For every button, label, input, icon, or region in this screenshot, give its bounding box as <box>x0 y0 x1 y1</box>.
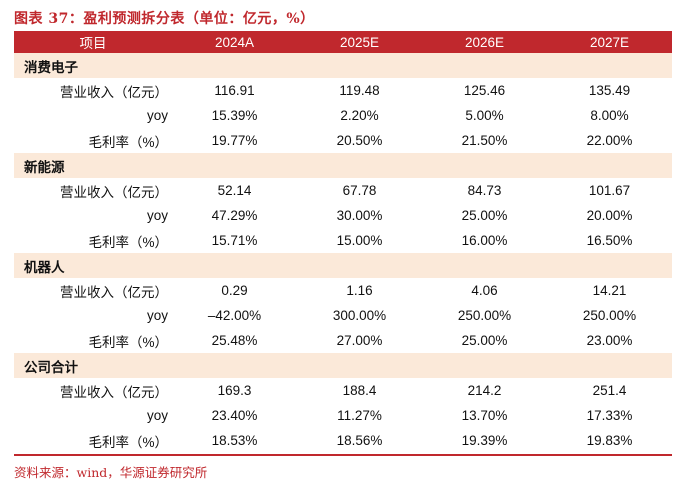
cell-value: 20.50% <box>336 133 383 148</box>
cell-value: 15.71% <box>211 233 258 248</box>
cell-value: 0.29 <box>221 283 248 298</box>
cell-value: 22.00% <box>586 133 633 148</box>
cell-value: 27.00% <box>336 333 383 348</box>
header-2024a: 2024A <box>172 31 297 53</box>
cell-value: 116.91 <box>214 83 255 98</box>
cell-value: 30.00% <box>336 208 383 223</box>
cell-value: 2.20% <box>340 108 379 123</box>
header-2026e: 2026E <box>422 31 547 53</box>
row-label: yoy <box>146 308 168 323</box>
row-label: yoy <box>146 108 168 123</box>
cell-value: 23.00% <box>586 333 633 348</box>
table-row: yoy –42.00% 300.00% 250.00% 250.00% <box>14 303 672 328</box>
cell-value: 16.50% <box>586 233 633 248</box>
row-label: 营业收入（亿元） <box>60 384 168 400</box>
cell-value: 188.4 <box>342 383 377 398</box>
figure-title: 图表 37：盈利预测拆分表（单位：亿元，%） <box>14 11 315 27</box>
row-label: 营业收入（亿元） <box>60 284 168 300</box>
row-label: yoy <box>146 208 168 223</box>
footer-divider <box>14 454 672 456</box>
cell-value: 19.39% <box>461 433 508 448</box>
table-row: 营业收入（亿元） 116.91 119.48 125.46 135.49 <box>14 78 672 103</box>
cell-value: 25.48% <box>211 333 258 348</box>
cell-value: 169.3 <box>217 383 252 398</box>
table-row: yoy 47.29% 30.00% 25.00% 20.00% <box>14 203 672 228</box>
table-row: yoy 15.39% 2.20% 5.00% 8.00% <box>14 103 672 128</box>
row-label: 毛利率（%） <box>88 234 168 250</box>
table-row: 毛利率（%） 15.71% 15.00% 16.00% 16.50% <box>14 228 672 253</box>
section-row-new-energy: 新能源 <box>14 153 672 178</box>
cell-value: 19.77% <box>211 133 258 148</box>
section-name: 消费电子 <box>14 53 672 78</box>
section-name: 新能源 <box>14 153 672 178</box>
section-row-robotics: 机器人 <box>14 253 672 278</box>
cell-value: 23.40% <box>211 408 258 423</box>
cell-value: 13.70% <box>461 408 508 423</box>
section-name: 公司合计 <box>14 353 672 378</box>
cell-value: 300.00% <box>332 308 387 323</box>
table-body: 消费电子 营业收入（亿元） 116.91 119.48 125.46 135.4… <box>14 53 672 453</box>
cell-value: 20.00% <box>586 208 633 223</box>
cell-value: 47.29% <box>211 208 258 223</box>
table-header-row: 项目 2024A 2025E 2026E 2027E <box>14 31 672 53</box>
cell-value: 135.49 <box>588 83 631 98</box>
cell-value: 67.78 <box>342 183 377 198</box>
cell-value: 251.4 <box>592 383 627 398</box>
table-row: 毛利率（%） 18.53% 18.56% 19.39% 19.83% <box>14 428 672 453</box>
header-item: 项目 <box>14 31 172 53</box>
cell-value: 4.06 <box>471 283 498 298</box>
cell-value: 8.00% <box>590 108 629 123</box>
cell-value: 214.2 <box>467 383 502 398</box>
cell-value: 250.00% <box>582 308 637 323</box>
cell-value: 16.00% <box>461 233 508 248</box>
cell-value: 21.50% <box>461 133 508 148</box>
row-label: 营业收入（亿元） <box>60 184 168 200</box>
cell-value: 18.56% <box>336 433 383 448</box>
cell-value: 125.46 <box>463 83 506 98</box>
row-label: 营业收入（亿元） <box>60 84 168 100</box>
table-row: 营业收入（亿元） 169.3 188.4 214.2 251.4 <box>14 378 672 403</box>
header-2025e: 2025E <box>297 31 422 53</box>
cell-value: 17.33% <box>586 408 633 423</box>
cell-value: 15.39% <box>211 108 258 123</box>
table-row: 毛利率（%） 25.48% 27.00% 25.00% 23.00% <box>14 328 672 353</box>
cell-value: 18.53% <box>211 433 258 448</box>
section-row-consumer-electronics: 消费电子 <box>14 53 672 78</box>
table-row: 毛利率（%） 19.77% 20.50% 21.50% 22.00% <box>14 128 672 153</box>
source-note: 资料来源：wind，华源证券研究所 <box>14 465 208 480</box>
row-label: 毛利率（%） <box>88 434 168 450</box>
cell-value: 1.16 <box>346 283 373 298</box>
forecast-table-container: 项目 2024A 2025E 2026E 2027E 消费电子 营业收入（亿元）… <box>14 31 672 453</box>
table-row: 营业收入（亿元） 0.29 1.16 4.06 14.21 <box>14 278 672 303</box>
cell-value: 14.21 <box>592 283 627 298</box>
table-row: yoy 23.40% 11.27% 13.70% 17.33% <box>14 403 672 428</box>
cell-value: 25.00% <box>461 333 508 348</box>
cell-value: –42.00% <box>207 308 262 323</box>
cell-value: 52.14 <box>217 183 252 198</box>
header-2027e: 2027E <box>547 31 672 53</box>
cell-value: 11.27% <box>337 408 382 423</box>
cell-value: 101.67 <box>588 183 631 198</box>
cell-value: 25.00% <box>461 208 508 223</box>
cell-value: 250.00% <box>457 308 512 323</box>
forecast-table: 项目 2024A 2025E 2026E 2027E 消费电子 营业收入（亿元）… <box>14 31 672 453</box>
row-label: 毛利率（%） <box>88 334 168 350</box>
section-name: 机器人 <box>14 253 672 278</box>
cell-value: 119.48 <box>339 83 380 98</box>
row-label: 毛利率（%） <box>88 134 168 150</box>
table-row: 营业收入（亿元） 52.14 67.78 84.73 101.67 <box>14 178 672 203</box>
cell-value: 15.00% <box>336 233 383 248</box>
section-row-company-total: 公司合计 <box>14 353 672 378</box>
cell-value: 84.73 <box>467 183 502 198</box>
cell-value: 19.83% <box>586 433 633 448</box>
cell-value: 5.00% <box>465 108 504 123</box>
row-label: yoy <box>146 408 168 423</box>
